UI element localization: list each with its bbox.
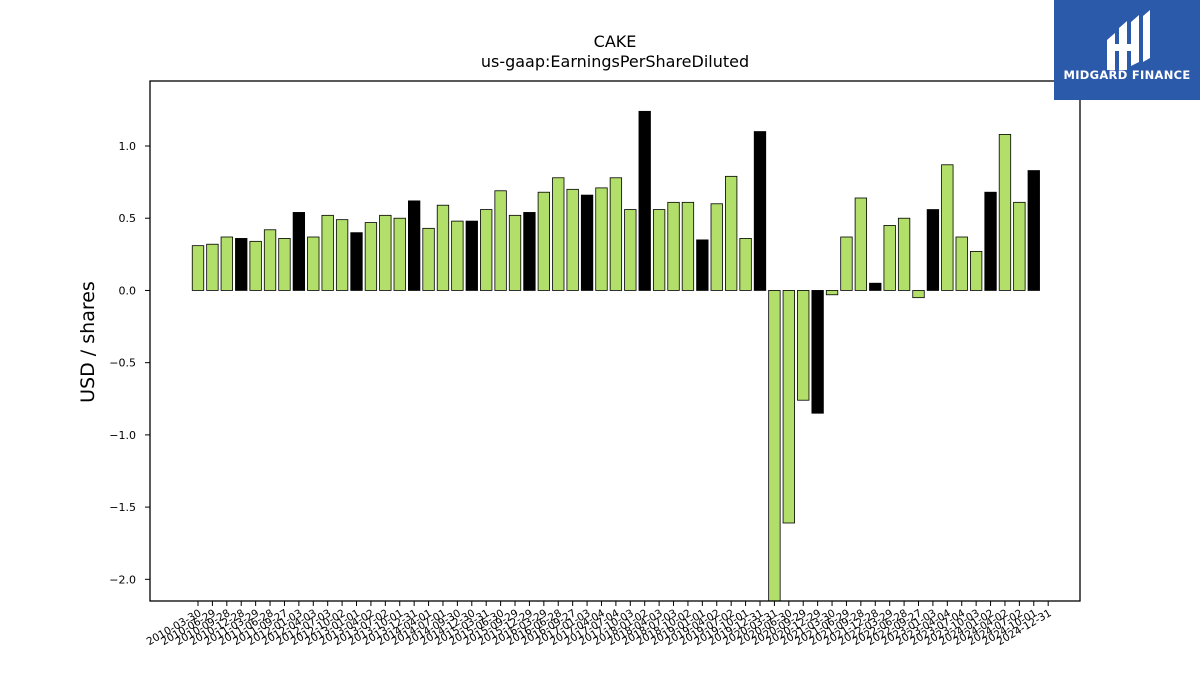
bar bbox=[941, 164, 954, 291]
bar bbox=[436, 204, 450, 291]
bar bbox=[753, 131, 767, 291]
plot-frame bbox=[149, 80, 1081, 602]
bars-group bbox=[191, 110, 1040, 601]
y-tick-label: −1.5 bbox=[109, 501, 136, 514]
bar bbox=[494, 190, 507, 291]
bar bbox=[465, 220, 478, 291]
bar bbox=[350, 232, 363, 291]
chart-title: CAKE bbox=[593, 32, 637, 51]
bar bbox=[624, 209, 637, 291]
bar bbox=[206, 243, 219, 291]
bar bbox=[797, 290, 810, 401]
y-tick-label: −0.5 bbox=[109, 357, 136, 370]
bar bbox=[364, 222, 378, 291]
y-tick-label: 0.5 bbox=[119, 212, 137, 225]
bar bbox=[840, 236, 853, 291]
bar bbox=[854, 197, 868, 291]
bar bbox=[869, 282, 882, 291]
bar bbox=[883, 225, 896, 291]
bar bbox=[552, 177, 565, 291]
bar bbox=[725, 175, 738, 291]
bar bbox=[897, 217, 911, 291]
bar bbox=[508, 214, 522, 291]
bar bbox=[451, 220, 464, 291]
bar bbox=[220, 236, 233, 291]
bar bbox=[580, 194, 594, 291]
chart-subtitle: us-gaap:EarningsPerShareDiluted bbox=[480, 52, 750, 71]
bar bbox=[335, 219, 349, 291]
bar bbox=[739, 238, 752, 291]
bar bbox=[523, 212, 536, 291]
bar bbox=[235, 238, 248, 291]
bar bbox=[926, 209, 940, 291]
y-tick-label: −1.0 bbox=[109, 429, 136, 442]
bar bbox=[652, 209, 666, 291]
bar bbox=[1013, 201, 1026, 291]
bar bbox=[1027, 170, 1040, 291]
bar bbox=[407, 200, 421, 291]
y-tick-label: 1.0 bbox=[119, 140, 137, 153]
bar bbox=[912, 290, 925, 299]
bar bbox=[393, 217, 406, 291]
logo-mark-icon bbox=[1054, 0, 1200, 100]
y-tick-label: 0.0 bbox=[119, 284, 137, 297]
brand-logo: MIDGARD FINANCE bbox=[1054, 0, 1200, 100]
bar bbox=[379, 214, 392, 291]
bar bbox=[667, 201, 680, 291]
bar bbox=[969, 251, 983, 291]
bar bbox=[537, 191, 550, 291]
bar bbox=[249, 240, 262, 291]
bar bbox=[307, 236, 320, 291]
bar bbox=[998, 134, 1012, 291]
bar bbox=[321, 214, 334, 291]
bar bbox=[782, 290, 795, 524]
bar bbox=[984, 191, 997, 291]
bar bbox=[681, 201, 695, 291]
bar bbox=[811, 290, 824, 414]
bar bbox=[825, 290, 839, 296]
bar bbox=[638, 110, 651, 291]
bar bbox=[696, 239, 709, 291]
bar bbox=[595, 187, 608, 291]
bar bbox=[768, 290, 781, 601]
bar bbox=[422, 227, 435, 291]
y-tick-label: −2.0 bbox=[109, 573, 136, 586]
bar bbox=[480, 209, 493, 291]
bar bbox=[263, 229, 277, 291]
bar bbox=[566, 188, 579, 291]
bar bbox=[955, 236, 968, 291]
bar bbox=[191, 245, 205, 291]
bar bbox=[609, 177, 623, 291]
y-axis-label: USD / shares bbox=[77, 281, 99, 403]
bar bbox=[278, 238, 291, 291]
bar bbox=[292, 212, 306, 291]
bar bbox=[710, 203, 723, 291]
logo-text: MIDGARD FINANCE bbox=[1063, 68, 1191, 82]
